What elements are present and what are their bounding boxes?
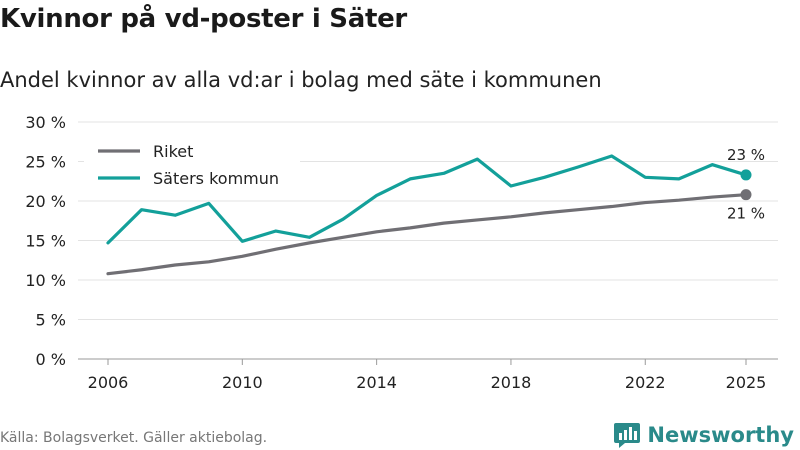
series-end-point bbox=[740, 169, 752, 181]
y-tick-label: 10 % bbox=[25, 271, 66, 290]
y-tick-label: 25 % bbox=[25, 153, 66, 172]
chart-subtitle: Andel kvinnor av alla vd:ar i bolag med … bbox=[0, 68, 602, 92]
series-end-label: 23 % bbox=[727, 146, 765, 164]
source-note: Källa: Bolagsverket. Gäller aktiebolag. bbox=[0, 430, 268, 446]
series-end-point bbox=[740, 189, 752, 201]
x-tick-label: 2022 bbox=[625, 373, 666, 392]
line-chart: 0 % 5 % 10 % 15 % 20 % 25 % 30 % 2006 2010 2014 20… bbox=[25, 113, 778, 392]
chart-title: Kvinnor på vd-poster i Säter bbox=[0, 4, 407, 34]
series-end-label: 21 % bbox=[727, 205, 765, 223]
newsworthy-logo[interactable]: Newsworthy bbox=[613, 421, 794, 449]
legend-label: Säters kommun bbox=[153, 169, 279, 188]
y-tick-label: 15 % bbox=[25, 232, 66, 251]
legend-background bbox=[84, 136, 300, 196]
y-tick-label: 30 % bbox=[25, 113, 66, 132]
newsworthy-logo-icon bbox=[614, 423, 641, 448]
y-tick-label: 5 % bbox=[36, 311, 66, 330]
legend-label: Riket bbox=[153, 142, 193, 161]
y-tick-label: 0 % bbox=[36, 350, 66, 369]
x-tick-label: 2006 bbox=[88, 373, 129, 392]
x-tick-label: 2010 bbox=[222, 373, 263, 392]
x-tick-label: 2014 bbox=[356, 373, 397, 392]
x-tick-label: 2018 bbox=[491, 373, 532, 392]
series-line-saters bbox=[106, 154, 748, 245]
x-tick-label: 2025 bbox=[726, 373, 767, 392]
y-tick-label: 20 % bbox=[25, 192, 66, 211]
brand-name: Newsworthy bbox=[647, 423, 794, 447]
series-line-riket bbox=[106, 193, 748, 276]
